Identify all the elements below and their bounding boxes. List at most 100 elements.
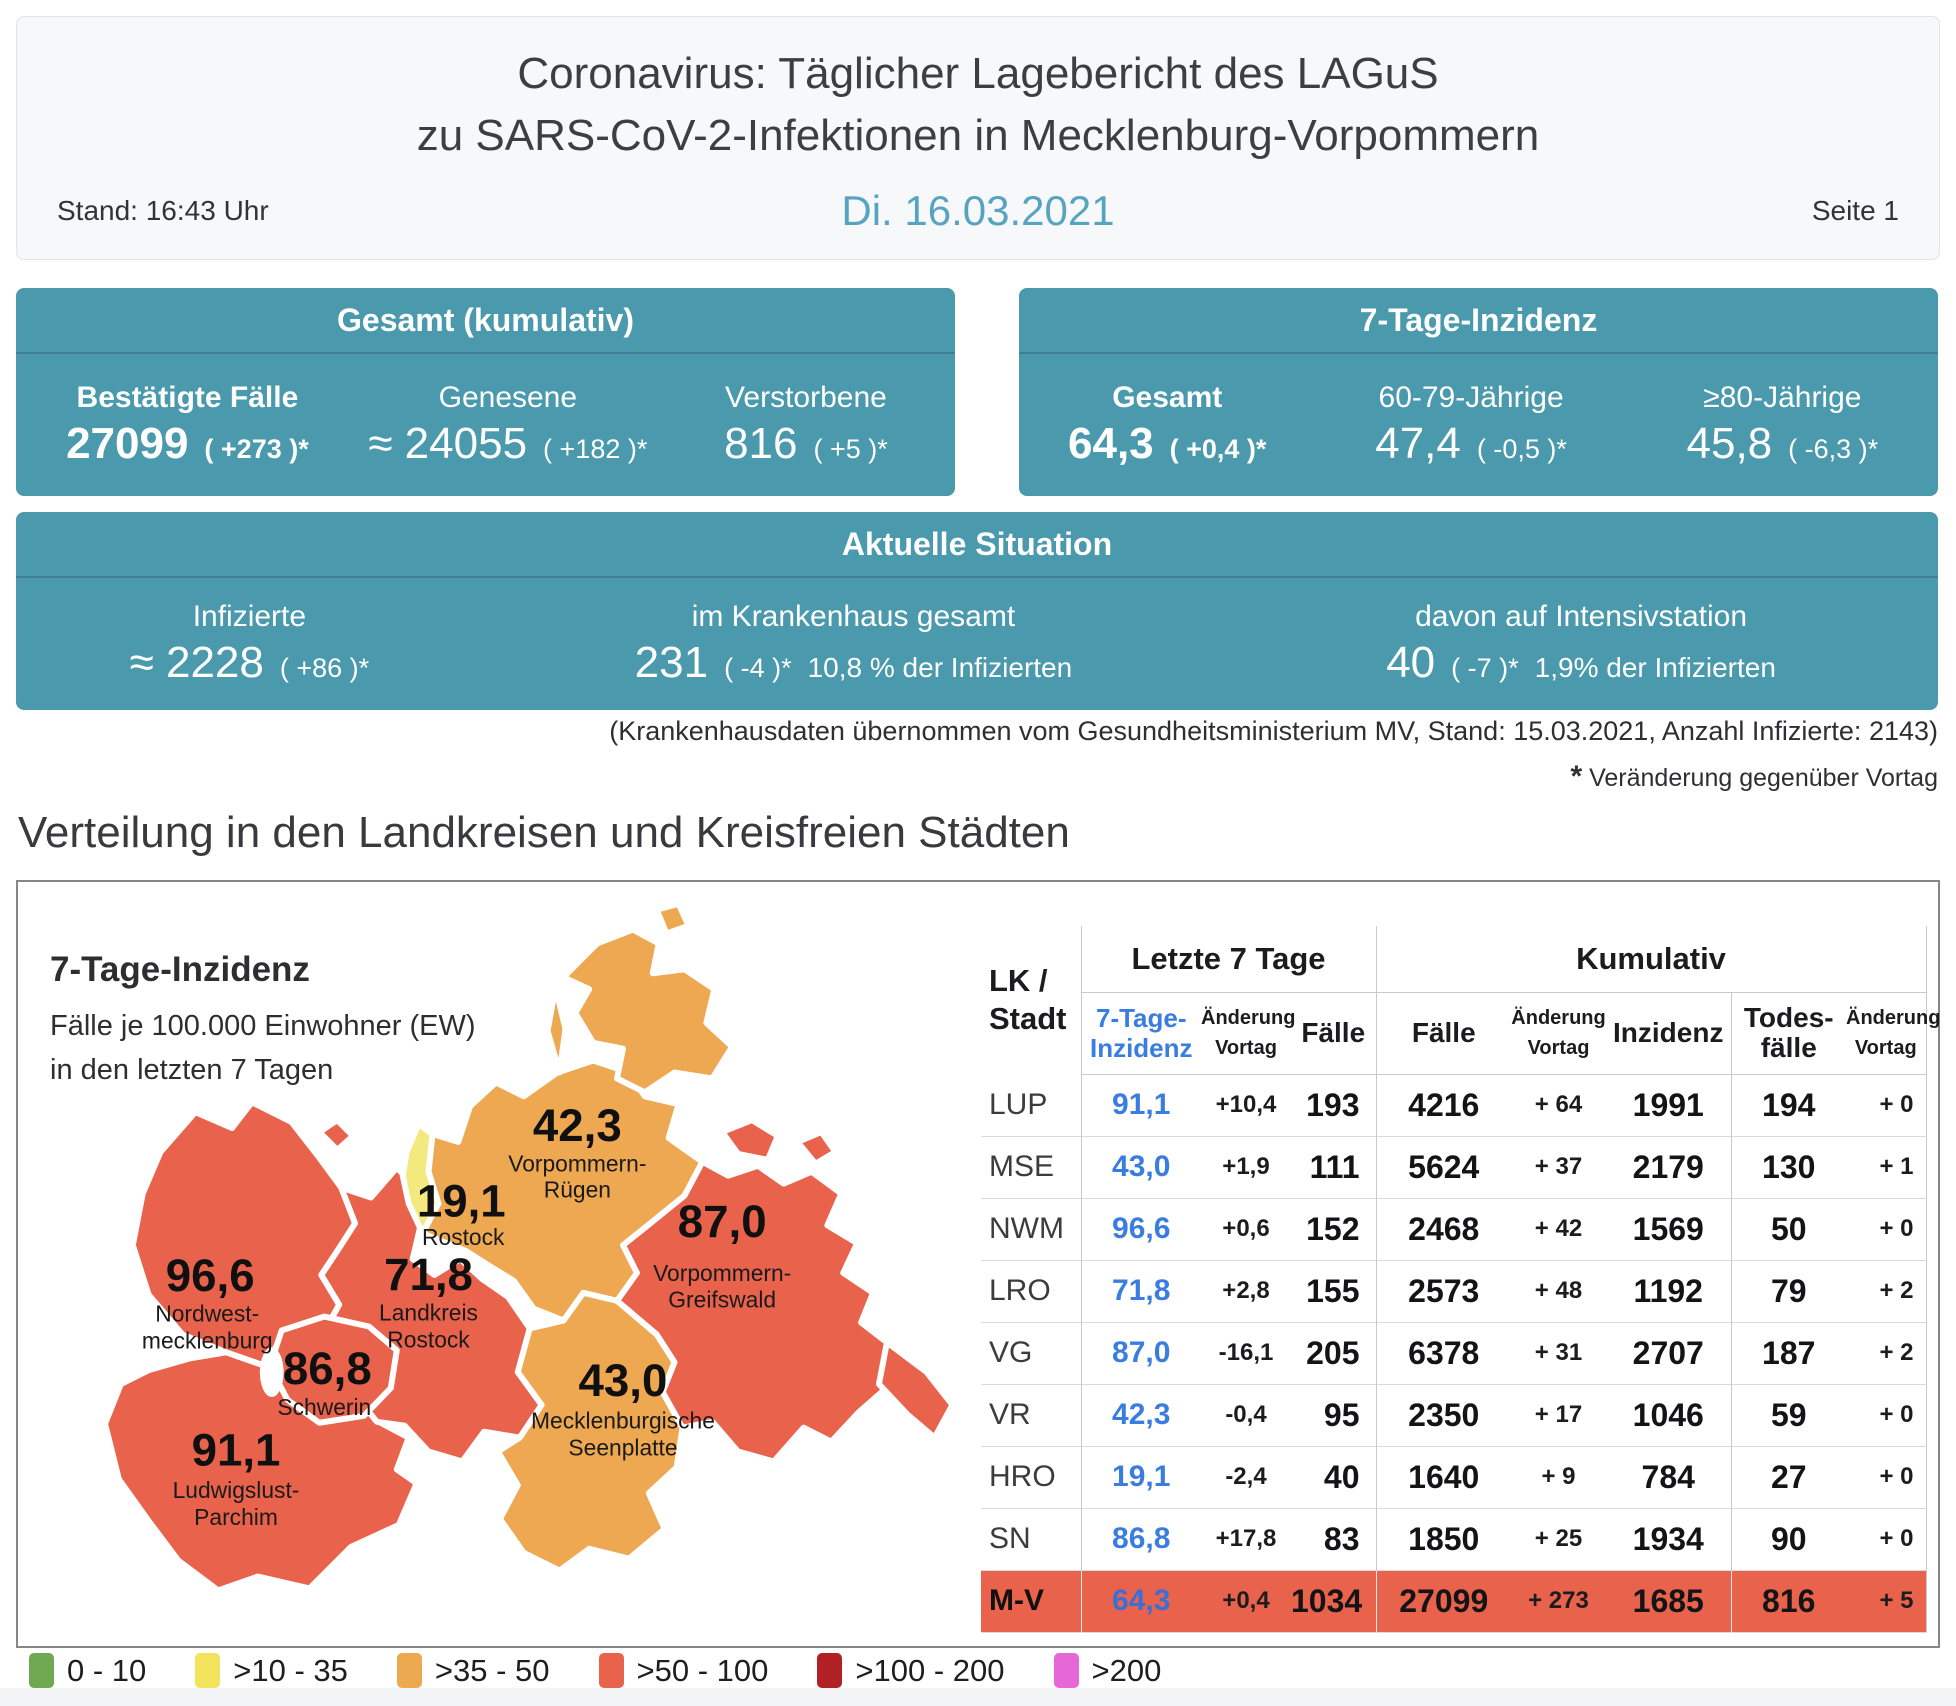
- table-header-lk-line2: Stadt: [989, 1001, 1067, 1036]
- stat-infizierte: Infizierte ≈ 2228 ( +86 )*: [16, 600, 483, 688]
- cell-cases7: 40: [1323, 1458, 1360, 1495]
- panel-aktuelle-situation: Aktuelle Situation Infizierte ≈ 2228 ( +…: [16, 512, 1938, 710]
- cell-inc7: 64,3: [1080, 1570, 1201, 1632]
- cell-cases7: 111: [1309, 1148, 1360, 1185]
- map-name-lup-1: Ludwigslust-: [173, 1477, 300, 1503]
- stat-label: 60-79-Jährige: [1378, 381, 1564, 414]
- stat-inzidenz-60-79: 60-79-Jährige 47,4 ( -0,5 )*: [1315, 381, 1626, 469]
- stat-change: ( +5 )*: [813, 434, 888, 464]
- stat-change: ( -7 )*: [1451, 653, 1519, 683]
- cell-cases7: 205: [1306, 1334, 1360, 1371]
- cell-cases7: 155: [1306, 1272, 1360, 1309]
- report-date: Di. 16.03.2021: [841, 187, 1115, 234]
- table-subheader-faelle-7t: Fälle: [1291, 992, 1376, 1075]
- cell-cases-cum: 4216: [1375, 1074, 1511, 1136]
- footnote-change-note: * Veränderung gegenüber Vortag: [1570, 760, 1938, 794]
- legend-item-35-50: >35 - 50: [396, 1652, 550, 1689]
- cell-inc7: 19,1: [1080, 1446, 1201, 1508]
- table-subheader-aenderung-vortag-7t: Änderung Vortag: [1201, 992, 1296, 1075]
- section-title-verteilung: Verteilung in den Landkreisen und Kreisf…: [18, 808, 1070, 857]
- cell-deaths-chg: + 2: [1879, 1339, 1914, 1366]
- subheader-chg-line1: Änderung: [1201, 1007, 1296, 1029]
- cell-cases-cum: 2350: [1375, 1384, 1511, 1446]
- table-subheader-aenderung-vortag-kum: Änderung Vortag: [1511, 992, 1606, 1075]
- map-name-mse-1: Mecklenburgische: [531, 1408, 715, 1434]
- legend-swatch-salmon: [598, 1653, 624, 1688]
- report-header-card: Coronavirus: Täglicher Lagebericht des L…: [16, 16, 1940, 260]
- incidence-legend: 0 - 10 >10 - 35 >35 - 50 >50 - 100 >100 …: [28, 1652, 1209, 1689]
- report-title: Coronavirus: Täglicher Lagebericht des L…: [17, 43, 1939, 167]
- map-value-lup: 91,1: [192, 1424, 281, 1475]
- cell-chg-cum: + 9: [1541, 1463, 1576, 1490]
- cell-deaths-chg: + 0: [1879, 1463, 1914, 1490]
- footnote-hospital-source: (Krankenhausdaten übernommen vom Gesundh…: [609, 716, 1938, 746]
- map-value-mse: 43,0: [579, 1355, 668, 1406]
- map-name-vr-2: Rügen: [544, 1177, 611, 1203]
- table-subheader-inzidenz-kum: Inzidenz: [1606, 992, 1731, 1075]
- cell-deaths-chg: + 0: [1879, 1525, 1914, 1552]
- subheader-chg-line2: Vortag: [1215, 1037, 1277, 1059]
- stat-extra: 10,8 % der Infizierten: [807, 652, 1073, 683]
- table-row-lup: LUP 91,1 +10,4 193 4216 + 64 1991 194 + …: [981, 1074, 1926, 1136]
- map-subtitle-1: Fälle je 100.000 Einwohner (EW): [50, 1010, 476, 1042]
- cell-deaths-chg: + 0: [1879, 1091, 1914, 1118]
- legend-label: >35 - 50: [434, 1652, 550, 1688]
- legend-label: >100 - 200: [855, 1652, 1005, 1688]
- cell-id: M-V: [989, 1584, 1044, 1617]
- stat-value: ≈ 2228: [129, 638, 264, 687]
- legend-label: >10 - 35: [233, 1652, 348, 1688]
- map-title: 7-Tage-Inzidenz: [50, 950, 310, 989]
- legend-label: >200: [1091, 1652, 1162, 1688]
- stat-genesene: Genesene ≈ 24055 ( +182 )*: [359, 381, 657, 469]
- table-row-lro: LRO 71,8 +2,8 155 2573 + 48 1192 79 + 2: [981, 1260, 1926, 1322]
- table-row-sn: SN 86,8 +17,8 83 1850 + 25 1934 90 + 0: [981, 1508, 1926, 1570]
- subheader-inc-line1: 7-Tage-: [1095, 1003, 1187, 1033]
- legend-label: 0 - 10: [67, 1652, 147, 1688]
- cell-chg-cum: + 273: [1528, 1587, 1589, 1614]
- stat-value: 816: [724, 419, 798, 468]
- stat-change: ( +273 )*: [204, 434, 309, 464]
- cell-cases-cum: 1640: [1375, 1446, 1511, 1508]
- cell-id: NWM: [989, 1212, 1064, 1245]
- table-group-kumulativ: Kumulativ: [1375, 926, 1926, 993]
- table-row-vg: VG 87,0 -16,1 205 6378 + 31 2707 187 + 2: [981, 1322, 1926, 1384]
- cell-chg-cum: + 37: [1534, 1153, 1583, 1180]
- map-name-nwm-1: Nordwest-: [155, 1301, 259, 1327]
- cell-deaths: 27: [1730, 1446, 1846, 1508]
- report-title-line1: Coronavirus: Täglicher Lagebericht des L…: [517, 49, 1439, 98]
- panel-situation-title: Aktuelle Situation: [16, 512, 1938, 578]
- table-subheader-7-tage-inzidenz: 7-Tage- Inzidenz: [1080, 992, 1201, 1075]
- distribution-container: 96,6 Nordwest- mecklenburg 86,8 Schwerin…: [16, 880, 1940, 1648]
- cell-chg7: +0,6: [1222, 1215, 1270, 1242]
- map-name-lro-2: Rostock: [387, 1326, 470, 1352]
- legend-item-0-10: 0 - 10: [28, 1652, 146, 1689]
- stat-inzidenz-80plus: ≥80-Jährige 45,8 ( -6,3 )*: [1627, 381, 1938, 469]
- stat-krankenhaus: im Krankenhaus gesamt 231 ( -4 )* 10,8 %…: [483, 600, 1224, 688]
- map-value-lro: 71,8: [384, 1249, 473, 1300]
- cell-inc-cum: 1569: [1632, 1210, 1704, 1247]
- stat-value: 47,4: [1375, 419, 1461, 468]
- cell-cases-cum: 27099: [1375, 1570, 1511, 1632]
- table-row-hro: HRO 19,1 -2,4 40 1640 + 9 784 27 + 0: [981, 1446, 1926, 1508]
- subheader-dchg-line2: Vortag: [1854, 1037, 1917, 1059]
- stat-label: davon auf Intensivstation: [1415, 600, 1747, 633]
- cell-inc-cum: 1192: [1633, 1272, 1703, 1309]
- cell-id: LUP: [989, 1087, 1048, 1121]
- cell-inc-cum: 1685: [1632, 1582, 1704, 1619]
- stat-change: ( +86 )*: [279, 653, 370, 683]
- stat-change: ( -6,3 )*: [1788, 434, 1879, 464]
- cell-chg7: +1,9: [1222, 1153, 1270, 1180]
- panel-inzidenz-title: 7-Tage-Inzidenz: [1019, 288, 1938, 354]
- cell-deaths: 79: [1730, 1260, 1846, 1322]
- cell-cases-cum: 2573: [1375, 1260, 1511, 1322]
- stat-bestaetigte-faelle: Bestätigte Fälle 27099 ( +273 )*: [16, 381, 359, 469]
- cell-chg7: -0,4: [1225, 1401, 1267, 1428]
- report-title-line2: zu SARS-CoV-2-Infektionen in Mecklenburg…: [416, 111, 1540, 160]
- cell-chg-cum: + 48: [1534, 1277, 1583, 1304]
- table-subheader-faelle-kum: Fälle: [1375, 992, 1511, 1075]
- cell-inc7: 96,6: [1080, 1198, 1201, 1260]
- cell-inc-cum: 784: [1641, 1458, 1695, 1495]
- cell-deaths-chg: + 0: [1879, 1215, 1914, 1242]
- cell-cases-cum: 1850: [1375, 1508, 1511, 1570]
- cell-inc-cum: 2179: [1632, 1148, 1704, 1185]
